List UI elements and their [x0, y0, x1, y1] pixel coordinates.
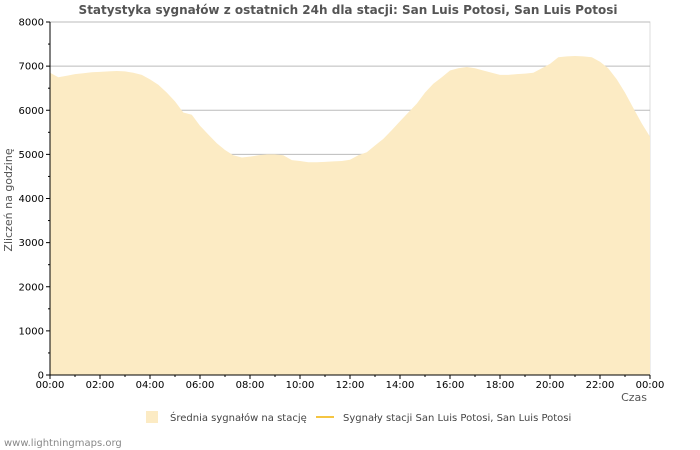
- x-axis-ticks: 00:00 02:00 04:00 06:00 08:00 10:00 12:00 14:00…: [36, 375, 665, 391]
- legend-swatch-average: [146, 411, 158, 423]
- x-axis-label: Czas: [621, 391, 647, 404]
- x-tick-label: 04:00: [136, 380, 165, 391]
- y-tick-label: 1000: [19, 326, 44, 337]
- x-tick-label: 00:00: [36, 380, 65, 391]
- y-tick-label: 8000: [19, 18, 44, 29]
- y-tick-label: 3000: [19, 238, 44, 249]
- y-tick-label: 4000: [19, 194, 44, 205]
- legend-label-average: Średnia sygnałów na stację: [170, 411, 307, 424]
- x-tick-label: 08:00: [236, 380, 265, 391]
- area-series-average: [50, 56, 650, 375]
- chart-title: Statystyka sygnałów z ostatnich 24h dla …: [79, 3, 618, 17]
- x-tick-label: 06:00: [186, 380, 215, 391]
- x-tick-label: 02:00: [86, 380, 115, 391]
- y-tick-label: 2000: [19, 282, 44, 293]
- legend: Średnia sygnałów na stację Sygnały stacj…: [146, 411, 571, 424]
- y-tick-label: 7000: [19, 62, 44, 73]
- x-tick-label: 22:00: [586, 380, 615, 391]
- legend-label-station: Sygnały stacji San Luis Potosi, San Luis…: [343, 413, 571, 424]
- x-tick-label: 00:00: [636, 380, 665, 391]
- watermark: www.lightningmaps.org: [4, 438, 122, 449]
- x-tick-label: 10:00: [286, 380, 315, 391]
- x-tick-label: 16:00: [436, 380, 465, 391]
- y-tick-label: 0: [38, 371, 44, 382]
- x-tick-label: 12:00: [336, 380, 365, 391]
- y-axis-label: Zliczeń na godzinę: [2, 148, 15, 251]
- y-tick-label: 5000: [19, 150, 44, 161]
- area-series-layer: [50, 56, 650, 375]
- y-axis-ticks: 0 1000 2000 3000 4000 5000 6000 7000 8000: [19, 18, 50, 382]
- x-tick-label: 20:00: [536, 380, 565, 391]
- x-tick-label: 14:00: [386, 380, 415, 391]
- y-tick-label: 6000: [19, 106, 44, 117]
- x-tick-label: 18:00: [486, 380, 515, 391]
